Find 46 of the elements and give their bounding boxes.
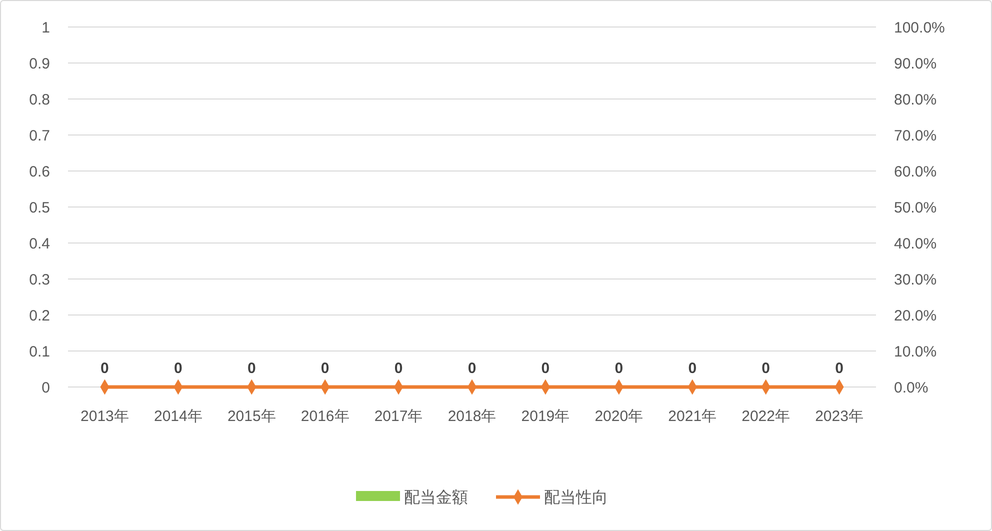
y2-tick-label: 40.0% <box>894 235 937 252</box>
y-tick-label: 0.4 <box>29 235 50 252</box>
y2-tick-label: 20.0% <box>894 307 937 324</box>
y-tick-label: 0.5 <box>29 199 50 216</box>
x-tick-label: 2019年 <box>521 408 570 425</box>
y2-tick-label: 60.0% <box>894 163 937 180</box>
y2-tick-label: 90.0% <box>894 55 937 72</box>
legend-label: 配当金額 <box>404 488 468 507</box>
y2-tick-label: 0.0% <box>894 379 928 396</box>
data-label: 0 <box>762 360 770 377</box>
y-tick-label: 0.7 <box>29 127 50 144</box>
y-tick-label: 0.3 <box>29 271 50 288</box>
legend-label: 配当性向 <box>544 488 608 507</box>
y-tick-label: 0 <box>42 379 50 396</box>
data-label: 0 <box>541 360 550 377</box>
data-label: 0 <box>835 360 844 377</box>
x-tick-label: 2022年 <box>742 408 790 425</box>
y2-tick-label: 30.0% <box>894 271 937 288</box>
y-tick-label: 0.9 <box>29 55 50 72</box>
x-tick-label: 2018年 <box>448 408 496 425</box>
y-tick-label: 0.2 <box>29 307 50 324</box>
x-tick-label: 2020年 <box>594 408 644 425</box>
y-tick-label: 0.1 <box>29 343 50 360</box>
data-label: 0 <box>468 360 476 377</box>
y2-tick-label: 70.0% <box>894 127 937 144</box>
data-label: 0 <box>688 360 697 377</box>
data-label: 0 <box>320 360 330 377</box>
data-label: 0 <box>247 360 256 377</box>
x-tick-label: 2013年 <box>80 408 129 425</box>
y-tick-label: 0.6 <box>29 163 50 180</box>
x-tick-label: 2017年 <box>374 408 423 425</box>
data-label: 0 <box>394 360 403 377</box>
y2-tick-label: 50.0% <box>894 199 937 216</box>
x-tick-label: 2021年 <box>668 408 717 425</box>
x-tick-label: 2023年 <box>815 408 864 425</box>
y-tick-label: 1 <box>42 19 50 36</box>
data-label: 0 <box>100 360 109 377</box>
x-tick-label: 2014年 <box>154 408 202 425</box>
y2-tick-label: 10.0% <box>894 343 937 360</box>
data-label: 0 <box>614 360 624 377</box>
y2-tick-label: 80.0% <box>894 91 937 108</box>
x-tick-label: 2016年 <box>300 408 350 425</box>
y-tick-label: 0.8 <box>29 91 50 108</box>
y2-tick-label: 100.0% <box>894 19 945 36</box>
x-tick-label: 2015年 <box>227 408 276 425</box>
data-label: 0 <box>174 360 182 377</box>
